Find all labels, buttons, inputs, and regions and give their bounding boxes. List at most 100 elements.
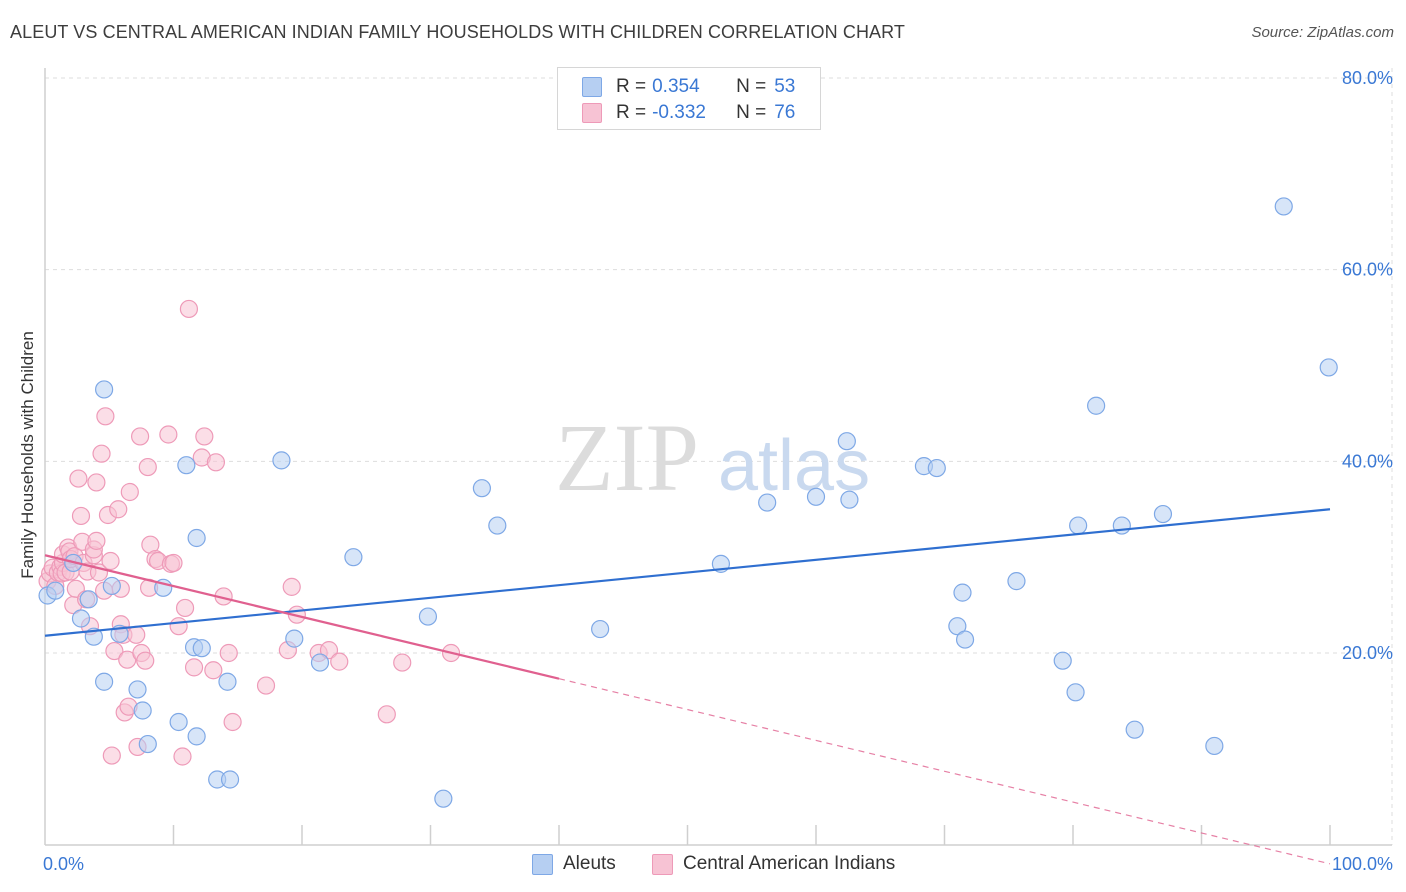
aleut-point <box>953 583 972 602</box>
cai-point <box>92 444 111 463</box>
cai-point <box>102 746 121 765</box>
bottom-legend-label-cai: Central American Indians <box>683 853 896 874</box>
aleut-point <box>177 456 196 475</box>
legend-r-label: R = <box>616 102 647 123</box>
bottom-legend-swatch-aleuts <box>532 853 553 875</box>
tick-labels: 20.0% 40.0% 60.0% 80.0% 0.0% 100.0% <box>43 68 1393 874</box>
cai-point <box>219 643 238 663</box>
aleut-point <box>1274 197 1293 216</box>
aleut-point <box>218 672 237 691</box>
legend-n-label: N = <box>736 76 767 97</box>
y-tick-label: 40.0% <box>1342 451 1393 471</box>
cai-point <box>204 661 223 680</box>
y-tick-label: 20.0% <box>1342 643 1393 663</box>
bottom-legend-label-aleuts: Aleuts <box>563 853 616 874</box>
legend-r-value: 0.354 <box>652 76 700 97</box>
cai-point <box>393 653 412 672</box>
aleut-point <box>1066 683 1085 702</box>
y-tick-label: 60.0% <box>1342 260 1393 280</box>
aleut-point <box>1053 651 1072 670</box>
cai-point <box>169 617 188 636</box>
aleut-point <box>220 770 240 789</box>
axes <box>44 68 1392 846</box>
cai-point <box>127 625 146 644</box>
legend-swatch-cai <box>582 103 602 123</box>
aleut-point <box>133 701 152 720</box>
aleut-point <box>272 451 291 470</box>
watermark-zip: ZIP <box>555 404 699 511</box>
aleut-point <box>488 516 507 535</box>
aleut-point <box>955 630 975 649</box>
aleut-point <box>1153 504 1173 524</box>
chart-title: ALEUT VS CENTRAL AMERICAN INDIAN FAMILY … <box>10 22 906 42</box>
aleut-point <box>95 672 114 691</box>
aleut-point <box>95 380 114 399</box>
cai-point <box>173 747 192 766</box>
aleut-point <box>434 789 453 808</box>
aleut-point <box>1112 516 1131 535</box>
x-tick-label: 0.0% <box>43 854 84 874</box>
aleut-point <box>192 639 211 658</box>
aleut-trend-line <box>44 508 1331 637</box>
cai-point <box>377 705 396 724</box>
aleut-point <box>128 680 147 699</box>
aleut-point <box>1319 358 1338 377</box>
aleut-point <box>472 479 491 498</box>
aleut-point <box>187 528 206 548</box>
cai-point <box>223 712 242 732</box>
aleut-point <box>102 576 121 596</box>
data-points <box>38 197 1338 808</box>
aleut-point <box>1125 720 1144 739</box>
aleut-point <box>840 490 859 509</box>
cai-point <box>101 551 120 571</box>
cai-point <box>184 658 204 677</box>
cai-point <box>87 531 106 550</box>
aleut-point <box>344 548 363 567</box>
bottom-legend-aleuts: Aleuts <box>532 852 616 876</box>
cai-point <box>195 427 214 446</box>
legend-n-label: N = <box>736 102 767 123</box>
legend-n-value: 53 <box>774 76 796 97</box>
x-tick-label: 100.0% <box>1332 854 1393 874</box>
aleut-point <box>169 712 188 732</box>
legend-swatch-aleuts <box>582 77 602 97</box>
aleut-point <box>591 619 610 639</box>
cai-trend-line <box>44 554 560 680</box>
legend-r-label: R = <box>616 76 647 97</box>
aleut-point <box>927 458 946 478</box>
legend-row-cai: R = -0.332 N = 76 <box>582 101 795 125</box>
aleut-point <box>1069 516 1088 535</box>
cai-point <box>109 500 128 519</box>
cai-point <box>179 299 199 319</box>
aleut-point <box>837 432 856 451</box>
cai-point <box>159 425 178 444</box>
legend-r-value: -0.332 <box>652 102 706 123</box>
correlation-legend: R = 0.354 N = 53 R = -0.332 N = 76 <box>557 67 821 130</box>
trend-lines <box>44 508 1331 865</box>
cai-point <box>87 473 106 492</box>
cai-point <box>319 641 339 660</box>
cai-point <box>206 453 226 472</box>
source-label: Source: ZipAtlas.com <box>1251 24 1394 41</box>
cai-point <box>330 652 349 671</box>
bottom-legend-cai: Central American Indians <box>652 852 895 876</box>
aleut-point <box>948 617 967 636</box>
cai-point <box>136 651 155 670</box>
aleut-point <box>71 609 91 628</box>
aleut-point <box>187 727 206 746</box>
cai-point <box>96 407 115 426</box>
cai-point <box>120 482 139 502</box>
aleut-point <box>758 493 777 512</box>
cai-point <box>138 457 157 477</box>
legend-row-aleuts: R = 0.354 N = 53 <box>582 75 795 99</box>
aleut-point <box>46 581 65 600</box>
cai-point <box>71 506 91 526</box>
cai-point <box>69 469 88 488</box>
cai-point <box>282 577 301 596</box>
cai-point <box>164 553 183 573</box>
cai-point <box>130 427 150 446</box>
cai-point <box>175 598 195 618</box>
grid-lines <box>45 68 1393 845</box>
aleut-point <box>138 734 157 754</box>
y-tick-label: 80.0% <box>1342 68 1393 88</box>
